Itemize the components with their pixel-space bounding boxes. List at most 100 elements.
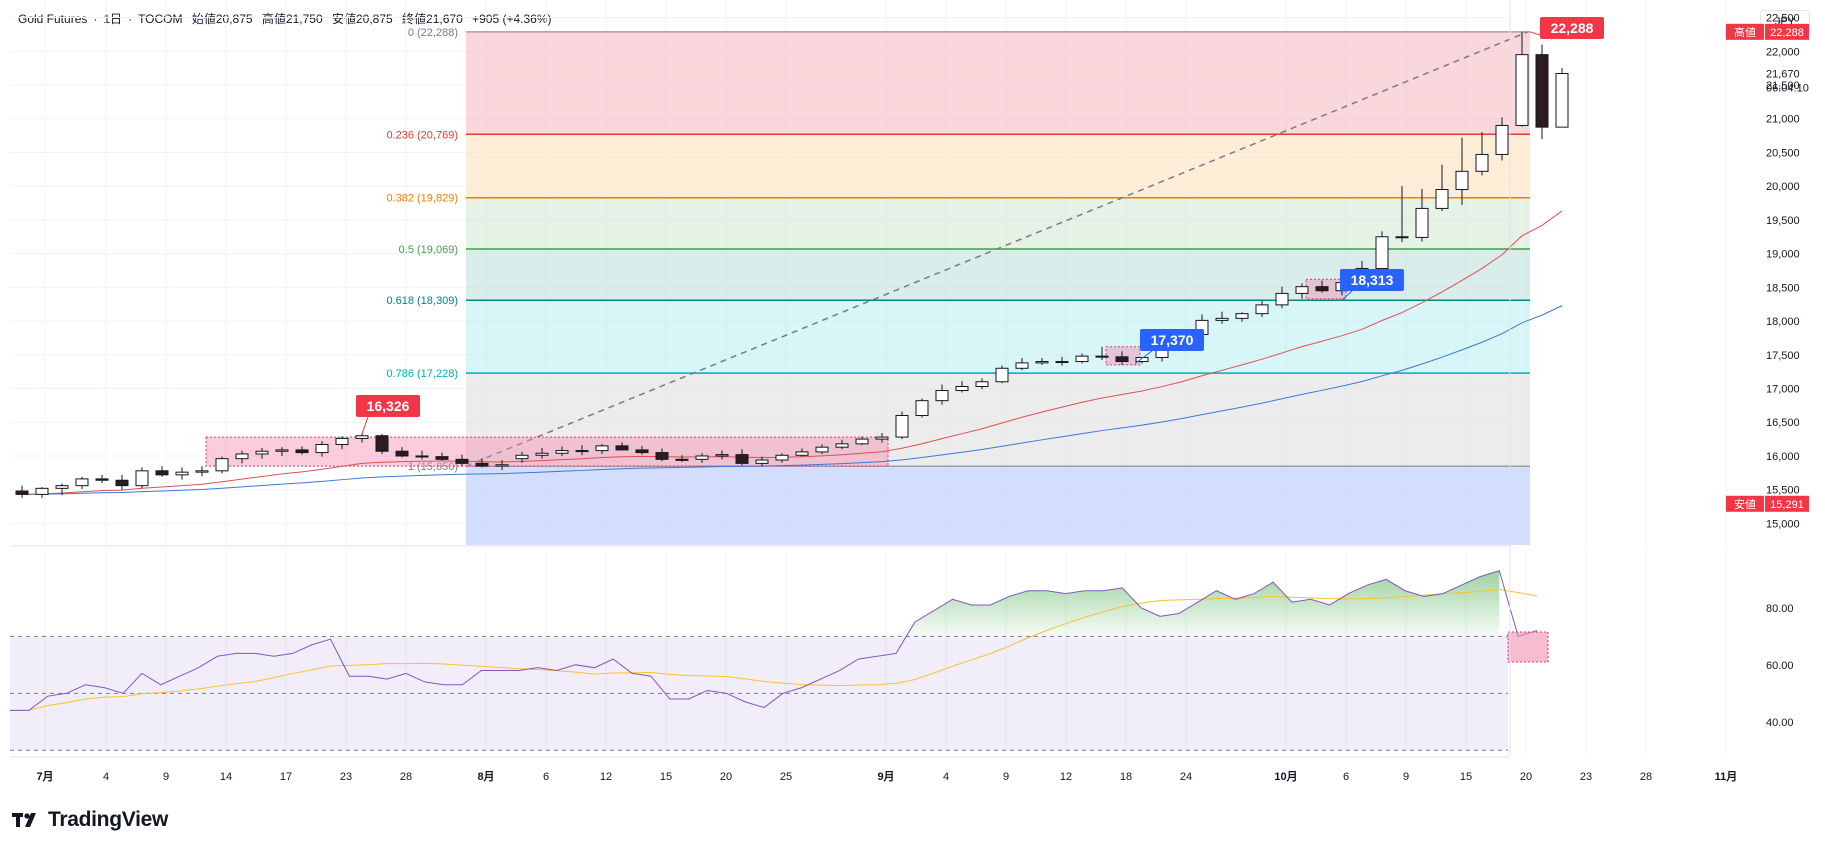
candle-body [715, 454, 729, 457]
low-tag-value: 15,291 [1770, 499, 1804, 511]
candle-body [935, 390, 949, 402]
candle-body [875, 436, 889, 440]
axes[interactable]: 22,500 22,000 21,500 21,000 20,500 20,000 19,5… [10, 0, 1809, 783]
candle-body [975, 381, 989, 387]
candle-body [535, 452, 549, 456]
rsi-highlight-box [1507, 631, 1549, 663]
candle-body [1135, 356, 1149, 363]
candle-body [1535, 54, 1549, 128]
price-tick-label: 22,500 [1766, 13, 1800, 25]
chart-svg[interactable]: 0 (22,288) 0.236 (20,769) 0.382 (19,829) 0.… [0, 0, 1825, 800]
time-tick-label: 12 [600, 771, 612, 783]
candle-body [1555, 73, 1569, 128]
time-tick-label: 4 [103, 771, 109, 783]
candle-body [335, 437, 349, 445]
rsi-line [10, 570, 1538, 711]
time-tick-label: 14 [220, 771, 232, 783]
low-tag-value-bg [1765, 495, 1809, 512]
candle-body [795, 451, 809, 456]
candle-body [615, 445, 629, 451]
rsi-tick-label: 60.00 [1766, 660, 1794, 672]
open-label: 始値 [191, 12, 216, 26]
time-tick-label: 25 [780, 771, 792, 783]
callout-box [356, 395, 420, 417]
time-tick-label: 9月 [877, 770, 894, 783]
time-tick-label: 28 [400, 771, 412, 783]
price-tick-label: 16,500 [1766, 417, 1800, 429]
time-tick-label: 15 [660, 771, 672, 783]
candle-body [675, 458, 689, 461]
open-value: 20,875 [215, 12, 253, 26]
moving-averages [21, 210, 1563, 495]
candle-body [15, 490, 29, 495]
price-tick-label: 16,000 [1766, 451, 1800, 463]
fib-trend-line [465, 31, 1529, 467]
tradingview-logo[interactable]: TradingView [12, 808, 168, 832]
rsi-tick-label: 80.00 [1766, 603, 1794, 615]
tradingview-wordmark: TradingView [48, 808, 169, 831]
rsi-pane [10, 570, 1549, 751]
candle-body [355, 435, 369, 439]
candle-body [215, 458, 229, 472]
candle-body [755, 459, 769, 464]
rsi-ma-line [10, 589, 1538, 711]
fibonacci-retracement[interactable]: 0 (22,288) 0.236 (20,769) 0.382 (19,829) 0.… [386, 27, 1530, 545]
candle-body [915, 400, 929, 416]
candle-body [375, 435, 389, 452]
price-tick-label: 15,500 [1766, 485, 1800, 497]
high-value: 21,750 [285, 12, 323, 26]
candle-body [515, 454, 529, 460]
candle-body [1115, 356, 1129, 363]
ma-long-line [21, 305, 1563, 495]
rsi-tick-label: 40.00 [1766, 717, 1794, 729]
callout-pointer [1134, 350, 1153, 364]
candle-body [555, 450, 569, 454]
price-tick-label: 20,000 [1766, 181, 1800, 193]
candle-body [495, 464, 509, 467]
candle-body [455, 458, 469, 464]
candle-body [835, 443, 849, 448]
candle-body [1075, 355, 1089, 363]
fib-zone [466, 31, 1530, 135]
high-tag-value-bg [1765, 23, 1809, 40]
fib-zone [466, 134, 1530, 198]
symbol-header: Gold Futures · 1日 · TOCOM 始値20,875 高値21,750 … [18, 12, 552, 26]
candle-body [695, 455, 709, 460]
price-tick-label: 20,500 [1766, 147, 1800, 159]
fib-zone [466, 197, 1530, 249]
low-value: 20,875 [356, 12, 393, 26]
candle-body [1015, 362, 1029, 369]
fib-zone [466, 300, 1530, 374]
time-tick-label: 4 [943, 771, 949, 783]
candle-body [1255, 304, 1269, 315]
price-tick-label: 15,000 [1766, 518, 1800, 530]
price-callouts[interactable]: 16,326 17,370 18,313 22,288 [356, 17, 1604, 435]
candle-body [315, 443, 329, 454]
candle-body [55, 485, 69, 489]
symbol-name[interactable]: Gold Futures [18, 12, 88, 26]
candle-body [1475, 153, 1489, 172]
high-tag-label-bg [1726, 23, 1764, 40]
fib-level-label: 0 (22,288) [408, 27, 458, 39]
time-tick-label: 9 [1003, 771, 1009, 783]
time-tick-label: 10月 [1274, 770, 1297, 783]
time-tick-label: 12 [1060, 771, 1072, 783]
candle-body [235, 453, 249, 460]
current-price-label: 21,670 [1766, 69, 1800, 81]
candle-body [1235, 313, 1249, 319]
time-tick-label: 9 [163, 771, 169, 783]
time-tick-label: 9 [1403, 771, 1409, 783]
candle-body [115, 479, 129, 487]
callout-box [1140, 329, 1204, 351]
candle-body [275, 449, 289, 452]
tradingview-logo-icon [12, 813, 36, 827]
rsi-overbought-fill [896, 570, 1500, 637]
candle-body [435, 456, 449, 460]
time-tick-label: 20 [1520, 771, 1532, 783]
time-tick-label: 6 [543, 771, 549, 783]
price-tick-label: 21,000 [1766, 114, 1800, 126]
interval[interactable]: 1日 [103, 12, 123, 26]
candle-body [155, 470, 169, 476]
candle-body [815, 446, 829, 453]
